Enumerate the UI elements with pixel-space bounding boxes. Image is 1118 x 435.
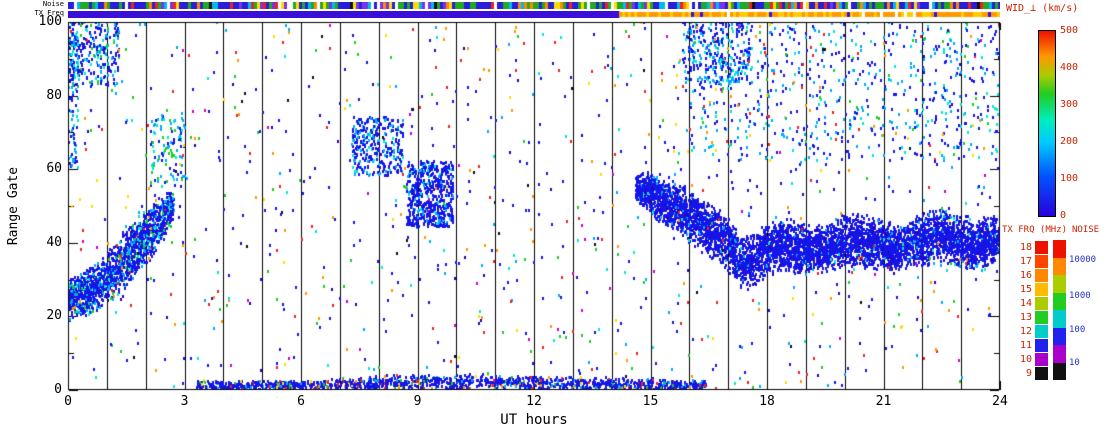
noise-color-cell (1053, 240, 1066, 258)
noise-color-cell (1053, 327, 1066, 345)
x-axis-title: UT hours (500, 412, 568, 428)
noise-color-cell (1053, 257, 1066, 275)
noise-color-cell (1053, 345, 1066, 363)
noise-legend-title: NOISE (1072, 225, 1100, 235)
y-axis-title: Range Gate (6, 166, 21, 246)
wid-colorbar (1038, 30, 1056, 217)
wid-colorbar-title: WID_⊥ (km/s) (1006, 3, 1079, 14)
noise-color-cell (1053, 362, 1066, 380)
noise-color-cell (1053, 275, 1066, 293)
noise-color-cell (1053, 310, 1066, 328)
noise-legend-bar (1053, 240, 1066, 380)
noise-color-cell (1053, 292, 1066, 310)
txfrq-legend-title: TX FRQ (MHz) (1002, 225, 1068, 235)
